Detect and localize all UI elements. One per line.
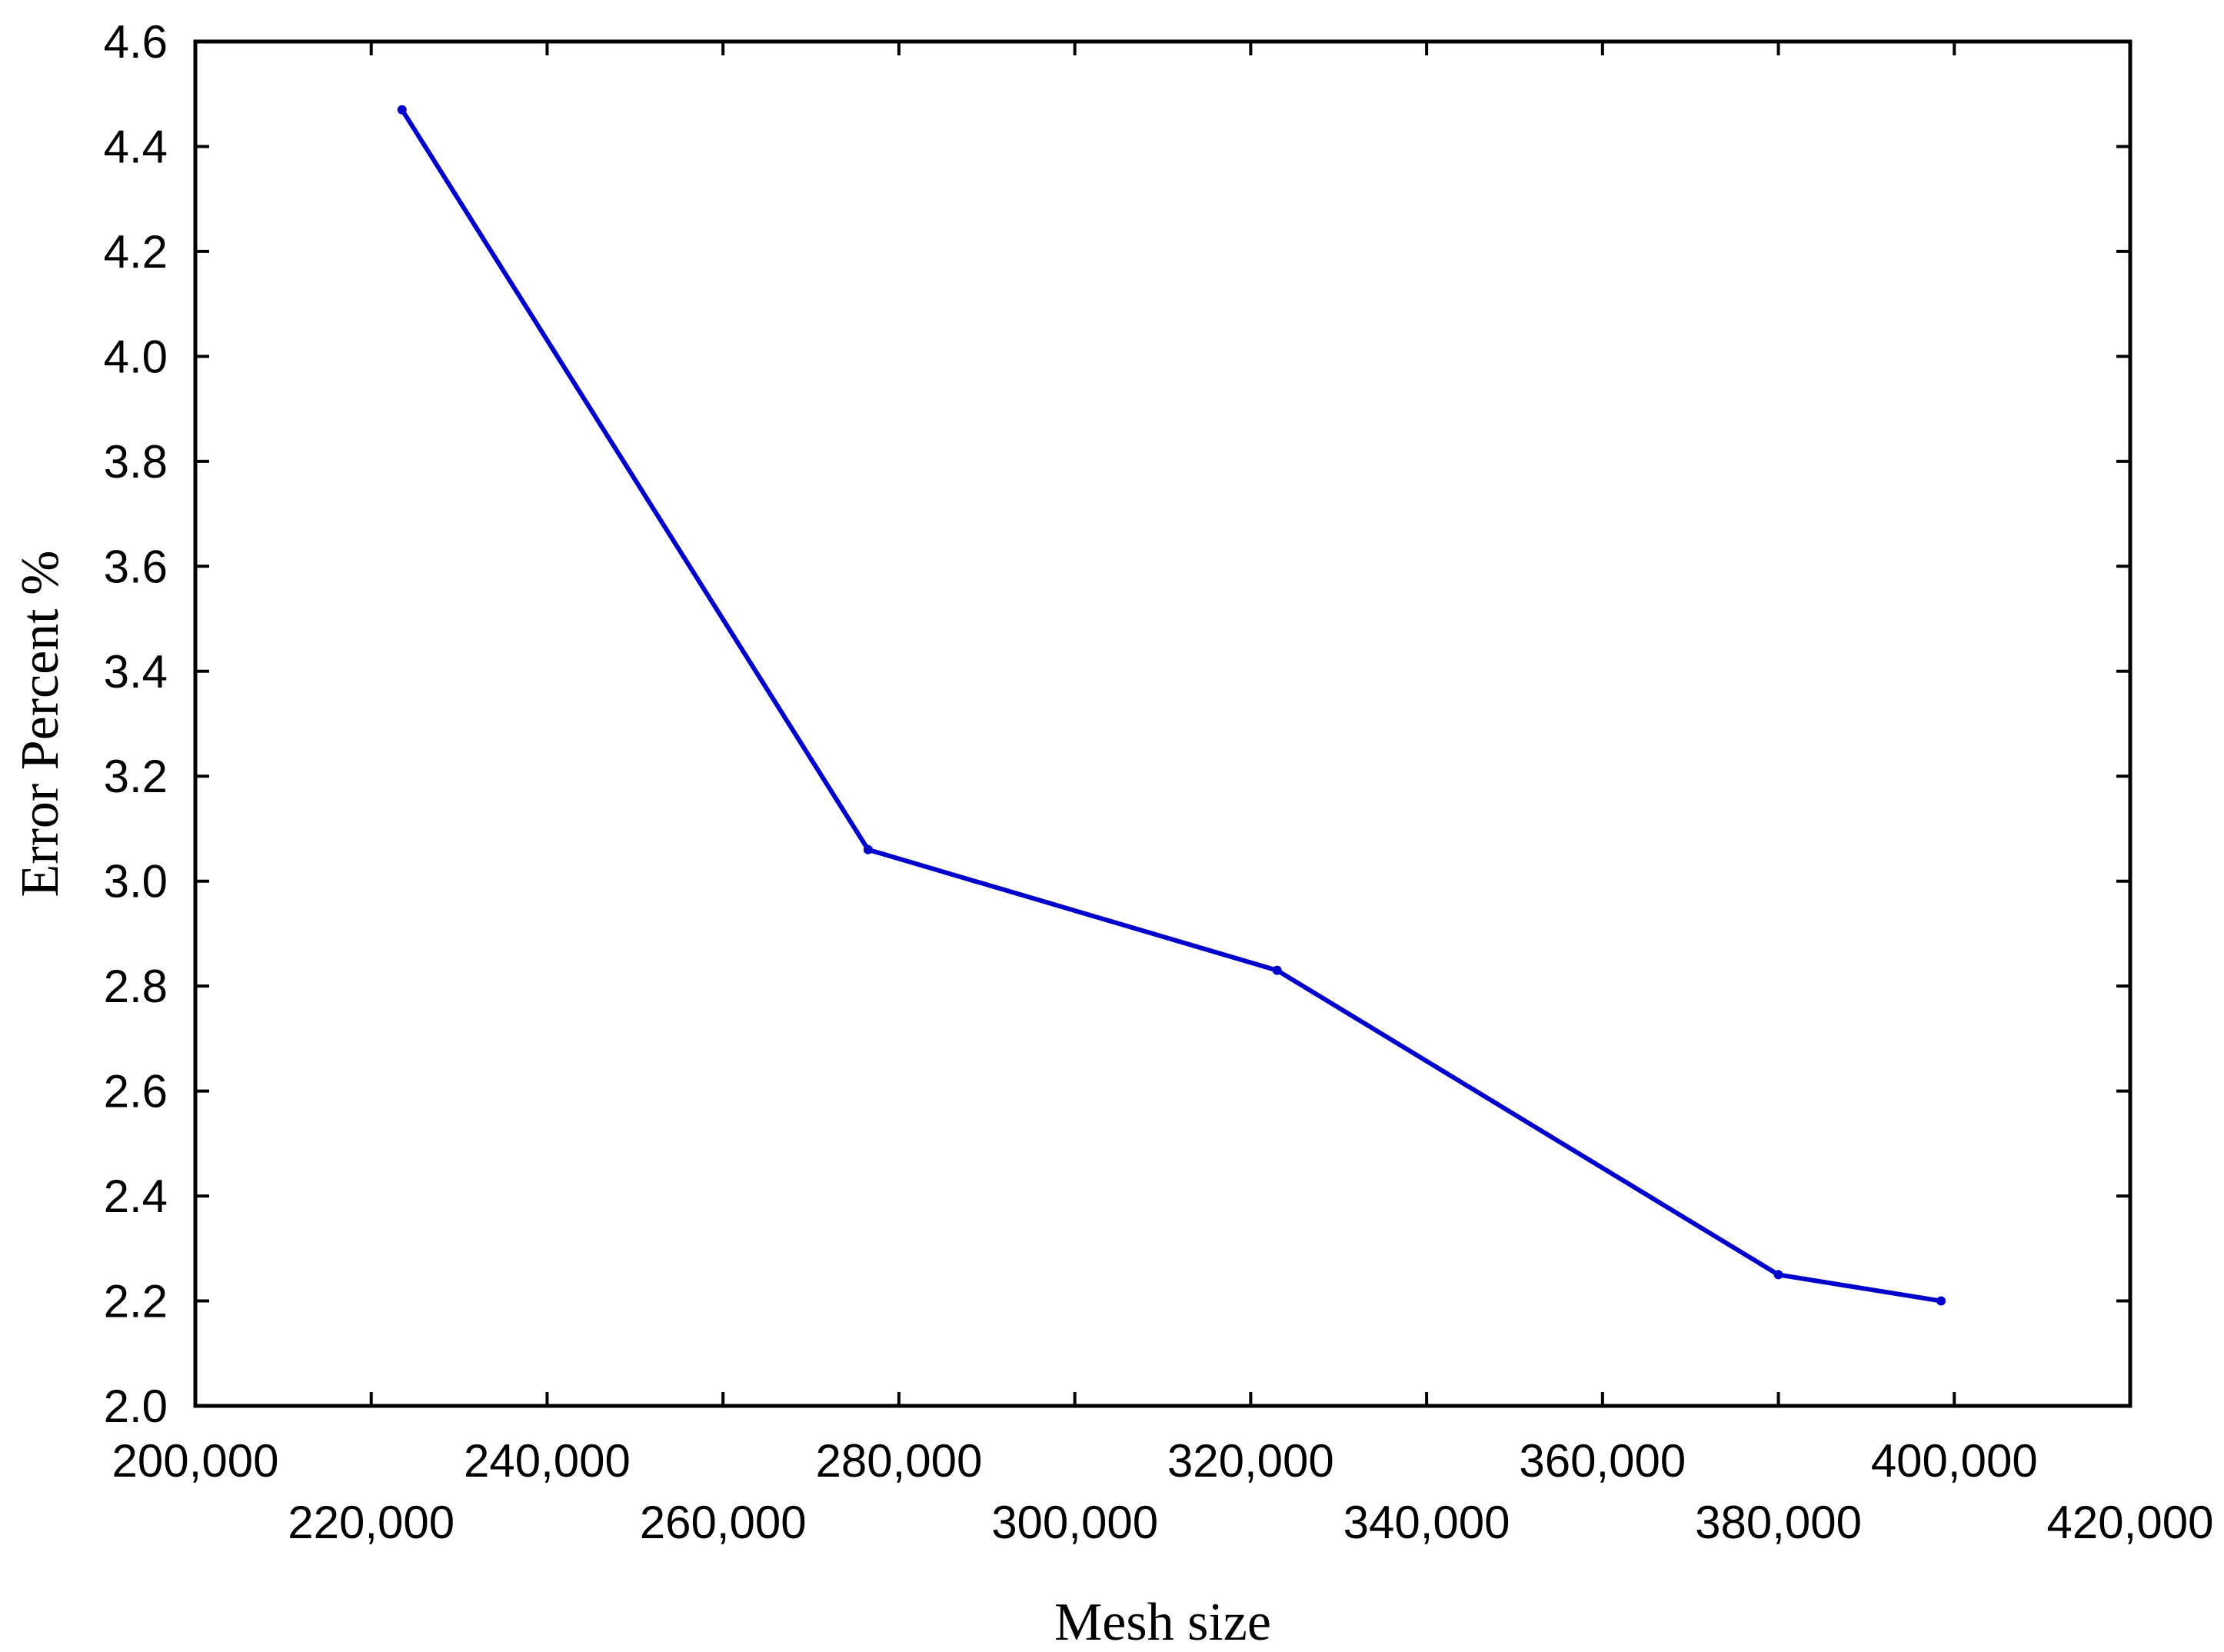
y-tick-label: 3.8	[104, 436, 168, 488]
y-tick-label: 3.2	[104, 751, 168, 802]
data-point	[1272, 965, 1282, 975]
series-layer	[397, 105, 1946, 1306]
x-axis-tick-labels: 200,000220,000240,000260,000280,000300,0…	[112, 1435, 2214, 1548]
y-tick-label: 4.4	[104, 121, 168, 172]
x-tick-label: 300,000	[991, 1497, 1158, 1548]
data-point	[1936, 1296, 1946, 1306]
y-tick-label: 2.4	[104, 1171, 168, 1222]
y-tick-label: 2.8	[104, 961, 168, 1012]
y-axis-tick-labels: 2.0 2.2 2.4 2.6 2.8 3.0 3.2 3.4 3.6 3.8 4.0 4.2 4.4 4…	[104, 16, 168, 1432]
x-tick-label: 260,000	[640, 1497, 807, 1548]
y-tick-label: 3.0	[104, 856, 168, 908]
y-tick-label: 3.6	[104, 541, 168, 592]
y-tick-label: 4.0	[104, 331, 168, 382]
y-tick-label: 2.2	[104, 1276, 168, 1327]
y-tick-label: 3.4	[104, 646, 168, 698]
plot-area-frame	[193, 39, 2132, 1408]
y-tick-label: 4.2	[104, 226, 168, 278]
x-tick-label: 340,000	[1343, 1497, 1510, 1548]
x-tick-label: 220,000	[288, 1497, 454, 1548]
x-tick-label: 380,000	[1695, 1497, 1862, 1548]
y-tick-label: 4.6	[104, 16, 168, 68]
y-tick-label: 2.6	[104, 1066, 168, 1117]
data-point	[863, 844, 873, 854]
data-point	[397, 105, 407, 115]
y-tick-label: 2.0	[104, 1381, 168, 1432]
x-tick-label: 400,000	[1871, 1435, 2038, 1487]
x-tick-label: 320,000	[1167, 1435, 1334, 1487]
y-axis-title: Error Percent %	[11, 551, 70, 898]
x-axis-title: Mesh size	[1054, 1593, 1271, 1652]
x-tick-label: 280,000	[815, 1435, 982, 1487]
x-tick-label: 420,000	[2047, 1497, 2214, 1548]
x-tick-label: 360,000	[1519, 1435, 1686, 1487]
data-point	[1773, 1270, 1783, 1280]
x-tick-label: 200,000	[112, 1435, 279, 1487]
x-tick-label: 240,000	[464, 1435, 631, 1487]
x-axis-ticks	[194, 42, 2132, 1406]
